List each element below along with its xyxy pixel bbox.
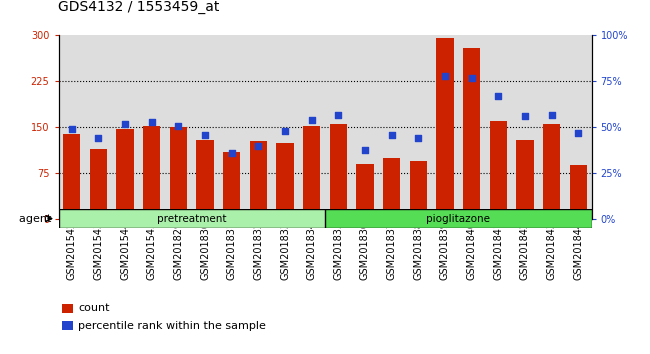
Point [493,93,504,99]
Bar [250,141,267,219]
Point [547,112,557,118]
Bar [63,133,81,219]
Text: pioglitazone: pioglitazone [426,213,490,224]
Bar [436,39,454,219]
Point [227,150,237,156]
Bar [489,121,507,219]
Text: GDS4132 / 1553459_at: GDS4132 / 1553459_at [58,0,220,14]
Bar [116,129,134,219]
Bar [170,127,187,219]
Point [173,123,184,129]
Bar [383,158,400,219]
Point [280,128,291,134]
Bar [143,126,161,219]
Bar [58,209,325,228]
Point [254,143,264,149]
Text: count: count [78,303,109,313]
Text: pretreatment: pretreatment [157,213,226,224]
Point [360,147,370,152]
Bar [223,152,240,219]
Bar [410,161,427,219]
Point [307,117,317,123]
Bar [325,209,592,228]
Point [386,132,396,138]
Bar [303,126,320,219]
Point [67,126,77,132]
Point [120,121,130,127]
Point [467,75,477,81]
Point [147,119,157,125]
Point [520,114,530,119]
Point [413,136,424,141]
Bar [356,164,374,219]
Bar [516,140,534,219]
Point [94,136,104,141]
Point [439,73,450,79]
Bar [463,48,480,219]
Bar [330,124,347,219]
Point [573,130,584,136]
Point [333,112,343,118]
Bar [543,124,560,219]
Point [200,132,211,138]
Text: percentile rank within the sample: percentile rank within the sample [78,321,266,331]
Bar [90,149,107,219]
Text: agent: agent [20,213,55,224]
Bar [276,143,294,219]
Bar [196,140,214,219]
Bar [569,165,587,219]
